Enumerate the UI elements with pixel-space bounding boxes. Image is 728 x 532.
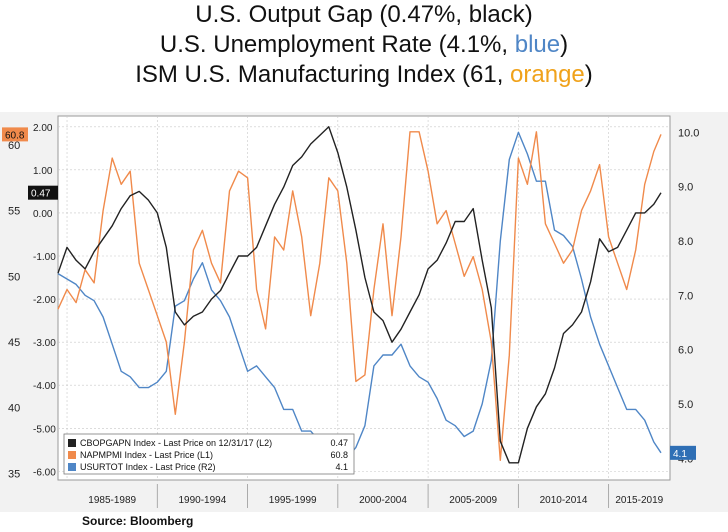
period-label: 1995-1999 — [269, 495, 317, 506]
tag-manufacturing: 60.8 — [5, 130, 25, 141]
r2-tick-label: 7.0 — [678, 290, 693, 302]
period-label: 2005-2009 — [449, 495, 497, 506]
legend-label-manufacturing: NAPMPMI Index - Last Price (L1) — [80, 450, 213, 460]
period-label: 2010-2014 — [540, 495, 588, 506]
legend-box — [63, 433, 355, 475]
l1-tick-label: 55 — [8, 206, 20, 218]
legend-swatch-manufacturing — [68, 451, 76, 459]
legend-value-unemployment: 4.1 — [335, 462, 348, 472]
legend-label-unemployment: USURTOT Index - Last Price (R2) — [80, 462, 216, 472]
legend-value-manufacturing: 60.8 — [330, 450, 348, 460]
legend-swatch-unemployment — [68, 463, 76, 471]
tag-unemployment: 4.1 — [673, 449, 687, 460]
legend-label-output-gap: CBOPGAPN Index - Last Price on 12/31/17 … — [80, 438, 272, 448]
title-line-manufacturing: ISM U.S. Manufacturing Index (61, orange… — [135, 61, 593, 88]
plot-background — [57, 115, 671, 481]
l2-tick-label: -6.00 — [33, 467, 56, 478]
last-value-tags: 60.8 0.47 4.1 — [2, 127, 696, 460]
l1-tick-label: 45 — [8, 337, 20, 349]
l2-tick-label: 1.00 — [33, 166, 53, 177]
tag-output-gap: 0.47 — [31, 189, 51, 200]
r2-tick-label: 8.0 — [678, 236, 693, 248]
period-axis: 1985-1989 1990-1994 1995-1999 2000-2004 2005… — [58, 484, 670, 508]
l2-tick-label: -2.00 — [33, 295, 56, 306]
r2-tick-label: 9.0 — [678, 182, 693, 194]
chart-title: U.S. Output Gap (0.47%, black) U.S. Unem… — [0, 0, 728, 90]
legend-swatch-output-gap — [68, 439, 76, 447]
series-line-unemployment — [57, 131, 662, 459]
l2-tick-label: 2.00 — [33, 123, 53, 134]
chart-area: 60 55 50 45 40 35 2.00 1.00 0.00 -1.00 -2.00 -3.00 -… — [0, 112, 728, 512]
l1-tick-label: 60 — [8, 140, 20, 152]
l2-tick-label: 0.00 — [33, 209, 53, 220]
l2-tick-label: -5.00 — [33, 424, 56, 435]
l1-tick-label: 35 — [8, 468, 20, 480]
l2-tick-label: -1.00 — [33, 252, 56, 263]
period-label: 2015-2019 — [615, 495, 663, 506]
r2-tick-label: 5.0 — [678, 399, 693, 411]
tag-unemployment-box — [670, 445, 696, 460]
series-line-manufacturing — [57, 131, 662, 461]
period-label: 2000-2004 — [359, 495, 407, 506]
l2-tick-label: -4.00 — [33, 381, 56, 392]
l1-tick-label: 50 — [8, 271, 20, 283]
l2-tick-label: -3.00 — [33, 338, 56, 349]
tag-output-gap-box — [28, 185, 58, 200]
legend-value-output-gap: 0.47 — [330, 438, 348, 448]
period-label: 1985-1989 — [88, 495, 136, 506]
series-line-output-gap — [57, 126, 662, 464]
tag-manufacturing-box — [2, 127, 28, 142]
title-line-unemployment: U.S. Unemployment Rate (4.1%, blue) — [159, 31, 569, 58]
period-axis-band — [58, 484, 670, 508]
title-line-output-gap: U.S. Output Gap (0.47%, black) — [195, 1, 533, 28]
period-label: 1990-1994 — [178, 495, 226, 506]
l1-tick-label: 40 — [8, 403, 20, 415]
r2-tick-label: 6.0 — [678, 345, 693, 357]
source-note: Source: Bloomberg — [82, 514, 194, 528]
series-lines — [57, 126, 662, 464]
legend: CBOPGAPN Index - Last Price on 12/31/17 … — [63, 433, 355, 475]
axis-labels: 60 55 50 45 40 35 2.00 1.00 0.00 -1.00 -2.00 -3.00 -… — [8, 123, 699, 481]
r2-tick-label: 10.0 — [678, 127, 699, 139]
